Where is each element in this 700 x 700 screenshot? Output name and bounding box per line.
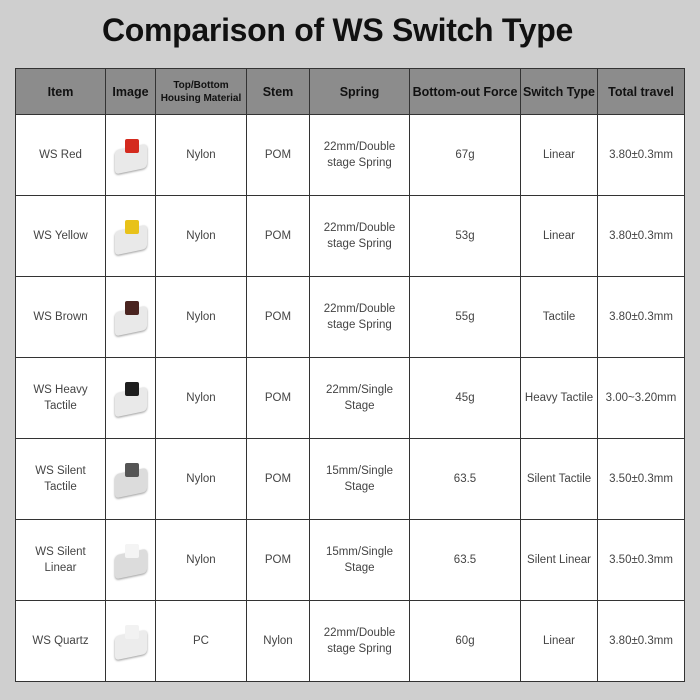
image-cell [105, 600, 156, 682]
table-row: WS Heavy Tactile Nylon POM 22mm/Single Stag… [15, 357, 685, 439]
switch-stem [124, 139, 139, 153]
item-cell: WS Silent Linear [15, 519, 106, 601]
item-cell: WS Red [15, 114, 106, 196]
spring-cell: 22mm/Double stage Spring [309, 195, 410, 277]
travel-cell: 3.80±0.3mm [597, 195, 685, 277]
table-row: WS Brown Nylon POM 22mm/Double stage Spring… [15, 276, 685, 358]
switch-image [111, 621, 151, 661]
stem-cell: POM [246, 357, 310, 439]
spring-cell: 15mm/Single Stage [309, 519, 410, 601]
force-cell: 67g [409, 114, 521, 196]
item-cell: WS Heavy Tactile [15, 357, 106, 439]
housing-cell: Nylon [155, 438, 247, 520]
travel-cell: 3.80±0.3mm [597, 276, 685, 358]
switch-image [111, 297, 151, 337]
stem-cell: POM [246, 114, 310, 196]
travel-cell: 3.00~3.20mm [597, 357, 685, 439]
switch-type-cell: Linear [520, 195, 598, 277]
housing-cell: Nylon [155, 276, 247, 358]
header-image: Image [105, 68, 156, 115]
header-spring: Spring [309, 68, 410, 115]
item-cell: WS Silent Tactile [15, 438, 106, 520]
switch-stem [124, 301, 139, 315]
comparison-table: Item Image Top/Bottom Housing Material S… [15, 68, 685, 682]
force-cell: 60g [409, 600, 521, 682]
switch-type-cell: Silent Tactile [520, 438, 598, 520]
switch-stem [124, 544, 139, 558]
table-row: WS Quartz PC Nylon 22mm/Double stage Spring… [15, 600, 685, 682]
item-cell: WS Yellow [15, 195, 106, 277]
image-cell [105, 438, 156, 520]
table-row: WS Silent Linear Nylon POM 15mm/Single Stag… [15, 519, 685, 601]
switch-type-cell: Heavy Tactile [520, 357, 598, 439]
switch-stem [124, 463, 139, 477]
spring-cell: 22mm/Single Stage [309, 357, 410, 439]
spring-cell: 22mm/Double stage Spring [309, 276, 410, 358]
header-switch-type: Switch Type [520, 68, 598, 115]
force-cell: 55g [409, 276, 521, 358]
switch-type-cell: Linear [520, 600, 598, 682]
switch-stem [124, 220, 139, 234]
stem-cell: POM [246, 276, 310, 358]
switch-stem [124, 625, 139, 639]
stem-cell: Nylon [246, 600, 310, 682]
header-item: Item [15, 68, 106, 115]
header-force: Bottom-out Force [409, 68, 521, 115]
force-cell: 63.5 [409, 519, 521, 601]
switch-image [111, 216, 151, 256]
image-cell [105, 114, 156, 196]
housing-cell: Nylon [155, 357, 247, 439]
table-row: WS Silent Tactile Nylon POM 15mm/Single Sta… [15, 438, 685, 520]
stem-cell: POM [246, 438, 310, 520]
image-cell [105, 195, 156, 277]
item-cell: WS Quartz [15, 600, 106, 682]
force-cell: 63.5 [409, 438, 521, 520]
switch-stem [124, 382, 139, 396]
image-cell [105, 519, 156, 601]
stem-cell: POM [246, 519, 310, 601]
spring-cell: 22mm/Double stage Spring [309, 600, 410, 682]
spring-cell: 22mm/Double stage Spring [309, 114, 410, 196]
image-cell [105, 357, 156, 439]
spring-cell: 15mm/Single Stage [309, 438, 410, 520]
travel-cell: 3.80±0.3mm [597, 114, 685, 196]
force-cell: 45g [409, 357, 521, 439]
switch-image [111, 459, 151, 499]
header-row: Item Image Top/Bottom Housing Material S… [15, 68, 685, 115]
housing-cell: PC [155, 600, 247, 682]
travel-cell: 3.50±0.3mm [597, 438, 685, 520]
housing-cell: Nylon [155, 195, 247, 277]
housing-cell: Nylon [155, 114, 247, 196]
stem-cell: POM [246, 195, 310, 277]
switch-image [111, 378, 151, 418]
force-cell: 53g [409, 195, 521, 277]
page-title: Comparison of WS Switch Type [101, 12, 574, 48]
switch-image [111, 540, 151, 580]
header-housing: Top/Bottom Housing Material [155, 68, 247, 115]
switch-type-cell: Silent Linear [520, 519, 598, 601]
housing-cell: Nylon [155, 519, 247, 601]
switch-type-cell: Linear [520, 114, 598, 196]
header-stem: Stem [246, 68, 310, 115]
travel-cell: 3.80±0.3mm [597, 600, 685, 682]
switch-image [111, 135, 151, 175]
header-total-travel: Total travel [597, 68, 685, 115]
switch-type-cell: Tactile [520, 276, 598, 358]
image-cell [105, 276, 156, 358]
item-cell: WS Brown [15, 276, 106, 358]
table-row: WS Yellow Nylon POM 22mm/Double stage Sprin… [15, 195, 685, 277]
travel-cell: 3.50±0.3mm [597, 519, 685, 601]
table-row: WS Red Nylon POM 22mm/Double stage Spring 67… [15, 114, 685, 196]
